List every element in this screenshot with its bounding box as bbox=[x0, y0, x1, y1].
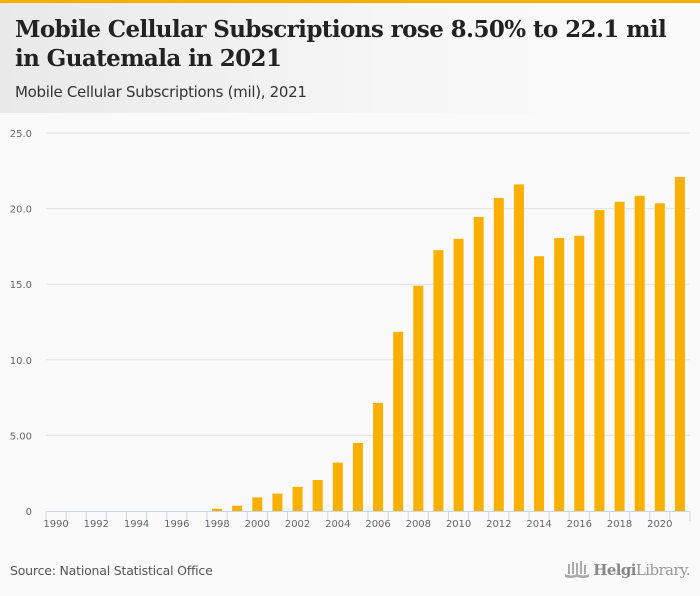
x-tick-label: 1990 bbox=[43, 519, 68, 530]
bar-2019[interactable] bbox=[634, 195, 645, 512]
bar-2002[interactable] bbox=[292, 486, 303, 511]
accent-bar bbox=[0, 0, 700, 3]
y-tick-label: 0 bbox=[26, 507, 32, 518]
bar-2021[interactable] bbox=[674, 176, 685, 511]
bar-2014[interactable] bbox=[534, 256, 545, 511]
gridlines bbox=[46, 132, 690, 436]
bar-2005[interactable] bbox=[352, 442, 363, 511]
source-note: Source: National Statistical Office bbox=[10, 563, 213, 578]
bar-1999[interactable] bbox=[232, 505, 243, 511]
x-tick-label: 2002 bbox=[285, 519, 310, 530]
y-tick-label: 20.0 bbox=[10, 205, 32, 216]
bar-1998[interactable] bbox=[212, 508, 223, 511]
x-tick-label: 2004 bbox=[325, 519, 350, 530]
bar-2011[interactable] bbox=[473, 216, 484, 511]
x-tick-label: 2010 bbox=[446, 519, 471, 530]
y-axis-ticks: 0 5.00 10.0 15.0 20.0 25.0 bbox=[10, 129, 32, 518]
bar-2017[interactable] bbox=[594, 210, 605, 511]
bar-2020[interactable] bbox=[654, 203, 665, 512]
bar-2000[interactable] bbox=[252, 497, 263, 511]
bar-2012[interactable] bbox=[493, 198, 504, 511]
x-tick-label: 2012 bbox=[486, 519, 511, 530]
y-tick-label: 5.00 bbox=[10, 431, 32, 442]
chart-header: Mobile Cellular Subscriptions rose 8.50%… bbox=[0, 3, 700, 113]
y-tick-label: 10.0 bbox=[10, 356, 32, 367]
x-tick-label: 2018 bbox=[607, 519, 632, 530]
bar-2008[interactable] bbox=[413, 285, 424, 511]
x-tick-label: 1992 bbox=[84, 519, 109, 530]
x-axis: 1990 1992 1994 1996 1998 2000 2002 2004 2006 2008… bbox=[43, 511, 691, 530]
library-building-icon bbox=[565, 561, 590, 578]
bar-2015[interactable] bbox=[554, 238, 565, 512]
bar-2003[interactable] bbox=[312, 480, 323, 511]
y-tick-label: 25.0 bbox=[10, 129, 32, 140]
x-tick-label: 2006 bbox=[365, 519, 390, 530]
y-tick-label: 15.0 bbox=[10, 280, 32, 291]
x-tick-label: 2016 bbox=[567, 519, 592, 530]
helgi-library-logo[interactable]: HelgiLibrary. bbox=[565, 561, 691, 579]
x-tick-label: 1996 bbox=[164, 519, 189, 530]
bar-2013[interactable] bbox=[513, 184, 524, 511]
logo-text: HelgiLibrary. bbox=[593, 561, 690, 579]
bar-2018[interactable] bbox=[614, 201, 625, 511]
bar-2004[interactable] bbox=[332, 462, 343, 511]
chart-title: Mobile Cellular Subscriptions rose 8.50%… bbox=[15, 16, 667, 72]
x-tick-label: 2014 bbox=[526, 519, 551, 530]
bar-2006[interactable] bbox=[373, 402, 384, 511]
bars bbox=[212, 176, 685, 512]
bar-2010[interactable] bbox=[453, 238, 464, 511]
x-tick-label: 1998 bbox=[204, 519, 229, 530]
x-tick-label: 2020 bbox=[647, 519, 672, 530]
x-tick-label: 1994 bbox=[124, 519, 149, 530]
x-tick-label: 2008 bbox=[406, 519, 431, 530]
bar-2016[interactable] bbox=[574, 235, 585, 511]
bar-2007[interactable] bbox=[393, 331, 404, 511]
bar-2009[interactable] bbox=[433, 250, 444, 511]
bar-2001[interactable] bbox=[272, 493, 283, 511]
x-tick-label: 2000 bbox=[245, 519, 270, 530]
chart-subtitle: Mobile Cellular Subscriptions (mil), 202… bbox=[15, 83, 307, 101]
